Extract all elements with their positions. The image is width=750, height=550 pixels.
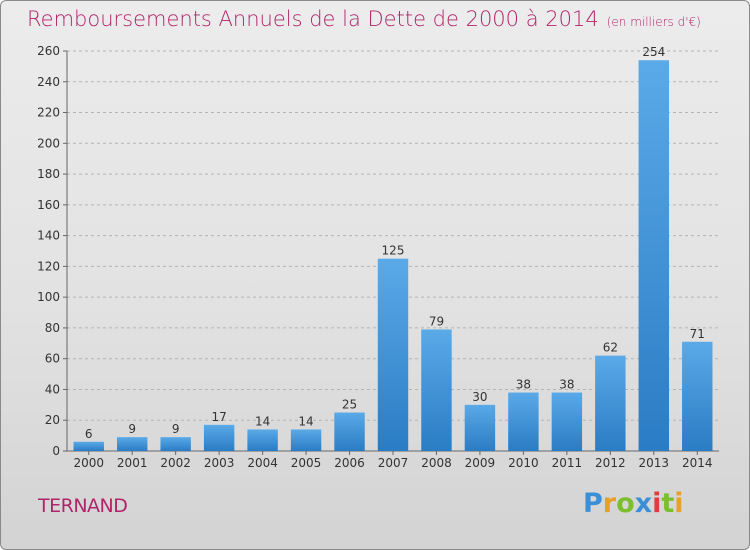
data-label-2003: 17 xyxy=(211,410,226,424)
x-tick-label: 2006 xyxy=(334,456,365,470)
bar-2010 xyxy=(508,392,539,451)
x-tick-label: 2011 xyxy=(552,456,583,470)
data-label-2006: 25 xyxy=(342,398,357,412)
x-tick-label: 2004 xyxy=(247,456,278,470)
bar-2012 xyxy=(595,355,626,451)
data-label-2014: 71 xyxy=(690,327,705,341)
logo-letter: o xyxy=(616,488,635,519)
y-tick-label: 240 xyxy=(37,75,60,89)
bar-2004 xyxy=(247,429,278,451)
logo-letter: x xyxy=(634,488,653,519)
x-tick-label: 2014 xyxy=(682,456,713,470)
x-tick-label: 2013 xyxy=(639,456,670,470)
bar-2009 xyxy=(464,404,496,451)
x-tick-label: 2009 xyxy=(465,456,496,470)
x-tick-label: 2002 xyxy=(160,456,191,470)
bar-2008 xyxy=(421,329,452,451)
logo-letter: i xyxy=(652,488,662,519)
data-label-2012: 62 xyxy=(603,341,618,355)
bar-layer xyxy=(73,60,713,451)
y-tick-label: 160 xyxy=(37,198,60,212)
bar-2000 xyxy=(73,441,104,451)
x-tick-label: 2008 xyxy=(421,456,452,470)
data-label-2002: 9 xyxy=(172,422,180,436)
data-label-2000: 6 xyxy=(85,427,93,441)
bar-2006 xyxy=(334,412,365,451)
y-tick-label: 60 xyxy=(45,352,60,366)
y-tick-label: 40 xyxy=(45,382,60,396)
bar-2002 xyxy=(160,437,191,451)
logo-letter: t xyxy=(661,488,675,519)
data-label-2011: 38 xyxy=(559,378,574,392)
y-tick-label: 100 xyxy=(37,290,60,304)
y-tick-label: 120 xyxy=(37,259,60,273)
y-tick-label: 140 xyxy=(37,229,60,243)
chart-unit-label: (en milliers d'€) xyxy=(606,15,701,29)
data-label-2005: 14 xyxy=(298,414,313,428)
data-label-2001: 9 xyxy=(128,422,136,436)
bar-2005 xyxy=(290,429,322,451)
commune-name: TERNAND xyxy=(38,495,128,517)
x-tick-label: 2003 xyxy=(204,456,235,470)
bar-2003 xyxy=(203,424,235,451)
bar-2007 xyxy=(377,258,409,451)
x-tick-label: 2005 xyxy=(291,456,322,470)
x-tick-label: 2010 xyxy=(508,456,539,470)
data-label-2013: 254 xyxy=(642,45,665,59)
x-tick-label: 2001 xyxy=(117,456,148,470)
logo-letter: r xyxy=(602,488,617,519)
y-tick-label: 80 xyxy=(45,321,60,335)
data-label-2008: 79 xyxy=(429,314,444,328)
chart-title: Remboursements Annuels de la Dette de 20… xyxy=(27,7,701,31)
y-tick-label: 200 xyxy=(37,136,60,150)
y-tick-label: 20 xyxy=(45,413,60,427)
x-tick-label: 2007 xyxy=(378,456,409,470)
y-tick-label: 220 xyxy=(37,106,60,120)
x-tick-label: 2012 xyxy=(595,456,626,470)
y-tick-label: 260 xyxy=(37,44,60,58)
chart-title-text: Remboursements Annuels de la Dette de 20… xyxy=(27,7,599,31)
y-tick-label: 0 xyxy=(52,444,60,458)
bar-2011 xyxy=(551,392,583,451)
label-layer: 6 9 9 17 14 14 25 125 79 30 38 38 62 254 71 xyxy=(85,45,705,441)
logo-letter: P xyxy=(583,488,603,519)
bar-2013 xyxy=(638,60,670,451)
data-label-2004: 14 xyxy=(255,414,270,428)
data-label-2007: 125 xyxy=(382,244,405,258)
data-label-2010: 38 xyxy=(516,378,531,392)
proxiti-logo: Proxiti xyxy=(583,488,684,519)
x-tick-label: 2000 xyxy=(73,456,104,470)
logo-letter: i xyxy=(674,488,684,519)
data-label-2009: 30 xyxy=(472,390,487,404)
bar-2014 xyxy=(682,341,713,451)
bar-2001 xyxy=(116,437,148,451)
y-tick-label: 180 xyxy=(37,167,60,181)
